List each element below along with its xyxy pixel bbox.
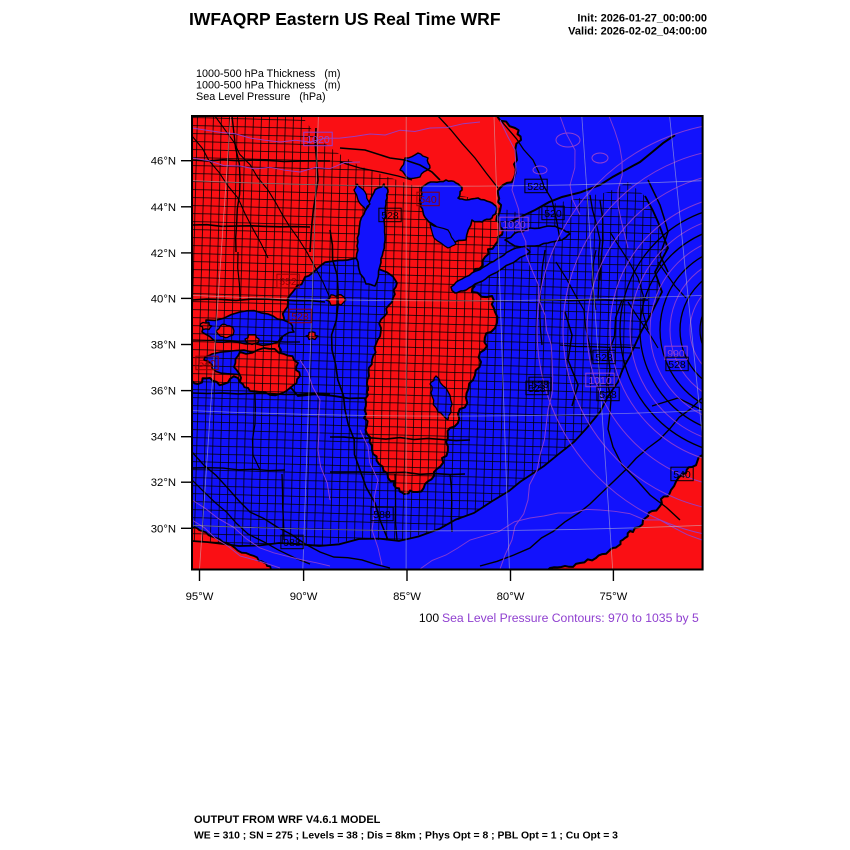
svg-text:38°N: 38°N — [151, 340, 176, 352]
svg-text:Sea Level Pressure Contours: 9: Sea Level Pressure Contours: 970 to 1035… — [442, 611, 699, 625]
svg-text:528: 528 — [527, 181, 545, 193]
svg-text:Init: 2026-01-27_00:00:00: Init: 2026-01-27_00:00:00 — [577, 13, 707, 25]
svg-text:95°W: 95°W — [186, 591, 214, 603]
svg-text:528: 528 — [291, 311, 309, 323]
svg-text:988: 988 — [283, 537, 301, 549]
svg-text:IWFAQRP Eastern US Real Time W: IWFAQRP Eastern US Real Time WRF — [189, 9, 501, 29]
svg-text:30°N: 30°N — [151, 523, 176, 535]
svg-text:528: 528 — [528, 383, 546, 395]
svg-text:528: 528 — [381, 210, 399, 222]
svg-text:100: 100 — [419, 611, 440, 625]
svg-text:44°N: 44°N — [151, 202, 176, 214]
svg-text:540: 540 — [673, 469, 691, 481]
svg-text:528: 528 — [668, 359, 686, 371]
svg-text:588: 588 — [373, 509, 391, 521]
svg-text:1000-500 hPa Thickness (m): 1000-500 hPa Thickness (m) — [196, 80, 340, 92]
svg-text:85°W: 85°W — [393, 591, 421, 603]
svg-text:OUTPUT FROM WRF V4.6.1 MODEL: OUTPUT FROM WRF V4.6.1 MODEL — [194, 814, 381, 826]
svg-text:Sea Level Pressure (hPa): Sea Level Pressure (hPa) — [196, 91, 326, 103]
svg-text:34°N: 34°N — [151, 432, 176, 444]
svg-text:Valid: 2026-02-02_04:00:00: Valid: 2026-02-02_04:00:00 — [568, 26, 707, 38]
svg-text:75°W: 75°W — [600, 591, 628, 603]
svg-text:528: 528 — [531, 379, 549, 391]
svg-text:WE = 310 ; SN = 275 ; Levels =: WE = 310 ; SN = 275 ; Levels = 38 ; Dis … — [194, 831, 618, 842]
svg-text:540: 540 — [198, 358, 216, 370]
svg-text:46°N: 46°N — [151, 156, 176, 168]
svg-text:32°N: 32°N — [151, 477, 176, 489]
svg-text:1010: 1010 — [588, 375, 612, 387]
svg-text:80°W: 80°W — [497, 591, 525, 603]
svg-text:528: 528 — [595, 352, 613, 364]
svg-text:40°N: 40°N — [151, 293, 176, 305]
svg-text:528: 528 — [599, 389, 617, 401]
svg-text:36°N: 36°N — [151, 386, 176, 398]
svg-text:520: 520 — [544, 208, 562, 220]
svg-text:90°W: 90°W — [290, 591, 318, 603]
svg-text:1020: 1020 — [502, 219, 526, 231]
svg-text:1000-500 hPa Thickness (m): 1000-500 hPa Thickness (m) — [196, 68, 340, 80]
svg-text:552: 552 — [279, 276, 297, 288]
svg-text:1020: 1020 — [306, 134, 330, 146]
svg-text:540: 540 — [419, 194, 437, 206]
svg-text:42°N: 42°N — [151, 248, 176, 260]
